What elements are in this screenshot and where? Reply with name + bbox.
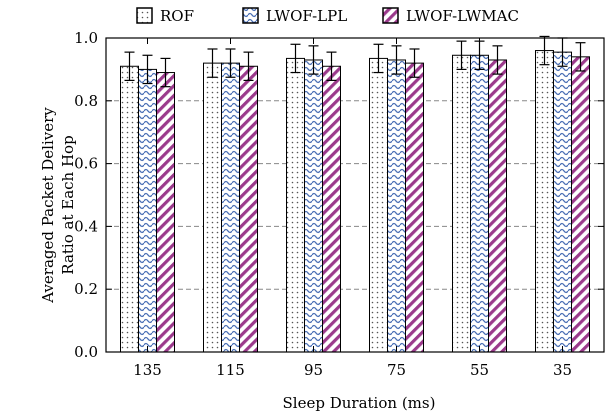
y-axis-title-line-2: Ratio at Each Hop <box>59 135 77 274</box>
plot-frame <box>105 37 605 353</box>
bar-lwof-lwmac-55 <box>488 59 507 353</box>
axes: 0.0 0.2 0.4 0.6 0.8 1.0 135 115 95 75 55 35 <box>74 29 605 379</box>
bar-rof-135 <box>120 65 139 353</box>
y-tick-label: 0.2 <box>74 280 98 298</box>
legend-swatch-lwof-lpl <box>242 7 259 24</box>
legend-swatch-lwof-lwmac <box>382 7 399 24</box>
x-tick-label: 75 <box>387 361 406 379</box>
y-tick-label: 0.4 <box>74 217 98 235</box>
legend-label-rof: ROF <box>160 7 194 25</box>
bar-lwof-lpl-55 <box>470 54 489 353</box>
bar-lwof-lwmac-75 <box>405 62 424 353</box>
x-tick-label: 35 <box>553 361 572 379</box>
y-axis-title: Averaged Packet Delivery Ratio at Each H… <box>39 107 77 304</box>
x-tick-label: 115 <box>216 361 245 379</box>
x-tick-label: 135 <box>133 361 162 379</box>
bar-lwof-lwmac-115 <box>239 65 258 353</box>
bar-rof-35 <box>535 50 554 353</box>
bar-lwof-lwmac-135 <box>156 72 175 353</box>
bar-lwof-lpl-95 <box>304 59 323 353</box>
grid-lines <box>106 100 604 290</box>
y-tick-label: 0.0 <box>74 343 98 361</box>
bar-rof-55 <box>452 54 471 353</box>
legend-label-lwof-lwmac: LWOF-LWMAC <box>406 7 519 25</box>
legend-label-lwof-lpl: LWOF-LPL <box>266 7 347 25</box>
bar-lwof-lwmac-95 <box>322 65 341 353</box>
bar-lwof-lpl-75 <box>387 59 406 353</box>
bar-lwof-lwmac-35 <box>571 56 590 353</box>
error-bars <box>124 35 586 88</box>
bar-lwof-lpl-135 <box>138 68 157 353</box>
legend-swatch-rof <box>136 7 153 24</box>
x-tick-label: 95 <box>304 361 323 379</box>
bar-rof-75 <box>369 57 388 353</box>
bars <box>120 50 590 353</box>
y-axis-title-line-1: Averaged Packet Delivery <box>39 107 57 304</box>
x-tick-label: 55 <box>470 361 489 379</box>
bar-rof-95 <box>286 57 305 353</box>
bar-lwof-lpl-115 <box>221 62 240 353</box>
y-tick-label: 0.6 <box>74 155 98 173</box>
bar-rof-115 <box>203 62 222 353</box>
y-tick-label: 0.8 <box>74 92 98 110</box>
x-axis-title: Sleep Duration (ms) <box>283 394 436 412</box>
legend: ROF LWOF-LPL LWOF-LWMAC <box>136 7 519 25</box>
bar-lwof-lpl-35 <box>553 51 572 353</box>
y-tick-label: 1.0 <box>74 29 98 47</box>
